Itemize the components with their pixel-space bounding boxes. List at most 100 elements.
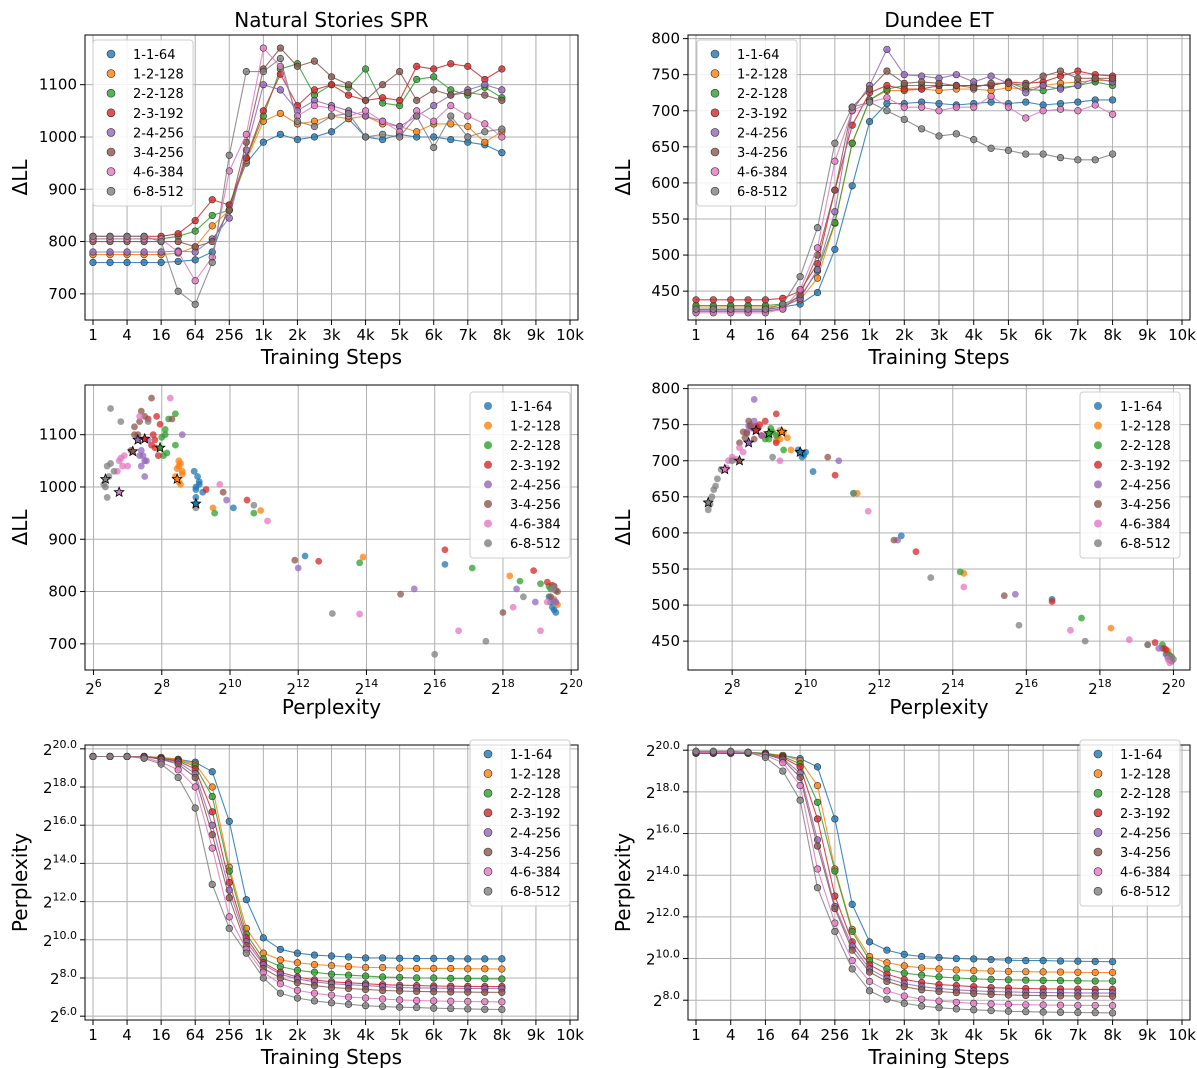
data-point [761,417,769,425]
data-point [225,167,233,175]
legend-marker [484,539,492,548]
x-tick-label: 10k [1168,1026,1196,1044]
legend-item: 3-4-256 [710,146,788,161]
data-point [301,552,309,560]
legend-label: 2-3-192 [133,107,184,122]
x-tick-label: 1 [691,326,701,344]
legend-item: 4-6-384 [483,866,561,881]
y-tick-label: 800 [651,380,680,398]
data-point [547,593,555,601]
x-tick-label: 7k [459,326,478,344]
data-point [848,965,856,973]
data-point [192,486,200,493]
data-point [912,548,920,556]
data-point [361,972,370,980]
data-point [741,434,749,442]
legend-item: 2-2-128 [710,87,788,102]
data-point [140,754,148,762]
data-point [1078,614,1085,622]
data-point [447,988,455,996]
legend-item: 2-3-192 [106,107,184,122]
data-point [987,975,995,983]
x-tick-label: 28 [153,677,170,698]
data-point [396,133,404,141]
data-point [482,637,490,645]
data-point [739,428,747,436]
legend-label: 6-8-512 [510,537,561,552]
data-point [935,79,943,87]
data-point [918,78,926,86]
y-tick-label: 900 [48,180,77,198]
legend-marker [1093,886,1103,896]
data-point [344,984,353,993]
data-point [158,433,166,441]
x-tick-label: 218 [491,677,515,698]
data-point [208,222,216,230]
legend-marker [1094,480,1102,489]
data-point [787,446,795,454]
data-point [772,439,780,447]
legend-marker [1093,867,1103,876]
data-point [960,583,968,591]
data-point [208,844,216,852]
data-point [761,296,770,304]
data-point [430,143,438,152]
data-point [327,952,336,960]
data-point [970,136,978,144]
y-tick-label: 214.0 [43,852,77,873]
data-point [140,232,148,240]
data-point [141,473,149,480]
data-point [293,117,302,125]
data-point [361,1002,370,1010]
data-point [900,71,908,79]
data-point [1108,992,1117,1000]
data-point [230,504,237,512]
data-point [276,109,284,118]
data-layer [692,45,1117,317]
data-point [758,432,765,439]
data-point [1022,98,1030,106]
data-point [927,574,935,582]
data-point [708,493,716,501]
data-point [464,965,472,973]
x-tick-label: 7k [1069,326,1088,344]
legend-label: 1-2-128 [1120,768,1171,783]
x-axis-label: Training Steps [260,345,402,369]
legend-marker [483,828,493,837]
data-point [918,125,926,133]
x-tick-label: 210 [218,677,242,698]
data-point [987,1007,995,1015]
data-point [447,135,455,144]
data-point [1074,1008,1082,1017]
data-point [172,441,179,449]
data-point [259,934,267,942]
best-point-star [750,424,762,436]
data-layer [89,752,506,1014]
best-point-star [733,454,746,466]
x-tick-label: 220 [1162,677,1186,698]
legend-marker [1093,847,1103,857]
legend-label: 2-2-128 [510,439,561,454]
x-tick-label: 1k [860,326,879,344]
data-point [208,880,216,889]
data-point [1074,968,1082,976]
legend-marker [1094,460,1102,469]
data-point [835,457,843,465]
data-point [315,557,323,565]
data-point [1022,114,1030,122]
legend-label: 1-2-128 [510,768,561,783]
legend-label: 2-4-256 [1120,826,1171,841]
data-point [276,44,284,52]
x-tick-label: 256 [821,1026,850,1044]
legend-marker [484,480,492,489]
data-point [148,394,155,402]
data-point [1056,992,1065,1000]
y-tick-label: 210.0 [43,929,77,950]
data-point [225,913,233,921]
legend-item: 1-2-128 [1093,768,1171,783]
legend-label: 2-3-192 [510,459,561,474]
data-point [1048,598,1056,605]
legend-item: 6-8-512 [1094,537,1171,552]
y-axis-label: ΔLL [611,159,635,196]
chart-panel-3: 700 800 900 1000 1100 26 28 210 212 214 216 218 220 P… [8,384,583,719]
